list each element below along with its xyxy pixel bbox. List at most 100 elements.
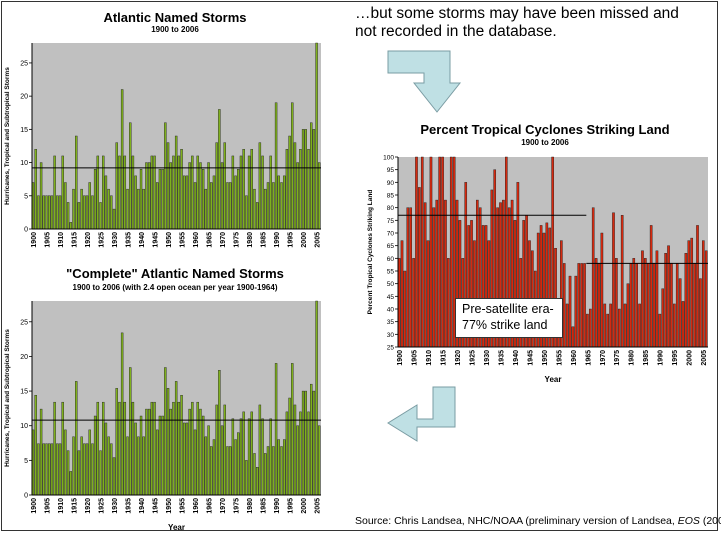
bar-1925 [99,202,102,230]
bar-1985 [644,258,647,348]
x-tick-label: 1915 [71,498,78,514]
bar-1934 [123,155,127,230]
bar-1979 [245,460,248,496]
bar-1903 [39,408,43,496]
x-tick-label: 1955 [179,498,186,514]
bar-1943 [147,408,151,496]
bar-1941 [142,188,145,230]
chart-complete-named-storms: 0 5 10 15 20 25 1900 1905 1910 1915 1920 1925 1930 19… [4,300,321,532]
chart-subtitle-complete-named-storms: 1900 to 2006 (with 2.4 open ocean per ye… [72,283,278,292]
bar-1961 [196,155,199,230]
bar-1944 [150,401,154,496]
bar-1908 [53,401,56,496]
y-tick-label: 20 [20,354,28,361]
x-tick-label: 1935 [498,350,505,366]
y-tick-label: 5 [24,193,28,200]
bar-1936 [129,122,132,230]
bar-1924 [96,155,100,230]
bar-1995 [288,397,291,496]
bar-1954 [177,401,181,496]
bar-1907 [50,443,54,496]
x-tick-label: 2005 [314,498,321,514]
y-tick-label: 90 [387,180,395,187]
bar-1919 [83,443,86,496]
bar-1929 [110,443,113,496]
bar-1994 [285,411,289,496]
bar-1921 [88,429,91,496]
bar-1968 [594,258,598,348]
x-tick-label: 2005 [314,232,321,248]
bar-1988 [652,263,656,348]
bar-1995 [673,303,676,348]
x-tick-label: 2000 [301,498,308,514]
bar-1956 [183,422,186,496]
x-tick-label: 1900 [397,350,404,366]
bar-1922 [91,443,94,496]
bar-1968 [215,142,218,230]
bar-1918 [80,436,83,496]
bar-1931 [115,388,118,496]
bar-1981 [250,149,253,230]
bar-1920 [85,195,89,230]
bar-1951 [169,408,172,496]
bar-1969 [218,109,221,230]
x-tick-label: 1940 [139,232,146,248]
bar-1970 [600,232,604,348]
bar-2000 [301,390,305,496]
bar-1989 [272,182,275,230]
bar-1980 [247,155,251,230]
x-axis-label: Year [545,375,562,384]
bar-2000 [301,129,305,230]
y-tick-label: 25 [387,345,395,352]
bar-1990 [274,363,278,496]
x-tick-label: 1965 [206,232,213,248]
x-tick-label: 1915 [440,350,447,366]
bar-2002 [307,411,310,496]
bar-1979 [626,283,630,348]
bar-1959 [191,401,194,496]
y-tick-label: 20 [20,94,28,101]
bar-1916 [444,199,447,348]
x-tick-label: 1950 [166,498,173,514]
bar-1917 [77,450,81,496]
bar-1911 [61,155,64,230]
bar-1991 [661,288,665,348]
bar-1979 [245,195,248,230]
left-arrow-icon [387,386,456,442]
x-tick-label: 1910 [426,350,433,366]
y-tick-label: 95 [387,167,395,174]
bar-1983 [638,303,641,348]
bar-1915 [441,156,444,348]
bar-1991 [277,439,280,496]
bar-1937 [131,155,135,230]
bar-1917 [447,258,450,348]
bar-1958 [565,303,569,348]
bar-1948 [161,169,164,230]
source-citation: Source: Chris Landsea, NHC/NOAA (prelimi… [355,515,721,527]
source-italic: EOS [677,515,700,527]
x-tick-label: 1945 [152,498,159,514]
y-axis-label: Percent Tropical Cyclones Striking Land [367,190,374,315]
bar-1939 [137,436,140,496]
bar-1976 [237,432,240,496]
x-tick-label: 1905 [411,350,418,366]
bar-1906 [48,195,51,230]
x-tick-label: 1960 [571,350,578,366]
bar-1964 [204,188,208,230]
bar-1901 [34,395,37,496]
bar-1958 [188,162,191,230]
bar-2005 [702,240,705,348]
bar-1916 [75,135,78,230]
bar-1973 [228,446,232,496]
bar-1943 [147,162,151,230]
bar-1993 [282,439,286,496]
bar-1941 [142,436,145,496]
bar-1912 [432,207,436,348]
y-tick-label: 80 [387,205,395,212]
y-tick-label: 75 [387,218,395,225]
x-tick-label: 1935 [125,498,132,514]
bar-1906 [415,156,418,348]
x-tick-label: 1980 [629,350,636,366]
bar-1983 [255,202,259,230]
bar-1935 [126,436,129,496]
